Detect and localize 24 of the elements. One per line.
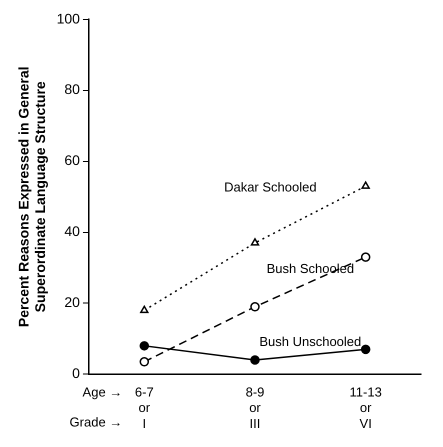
point <box>360 252 370 262</box>
y-tick-label: 20 <box>64 294 80 310</box>
series-label: Dakar Schooled <box>224 180 317 195</box>
y-tick-label: 100 <box>56 10 80 26</box>
text: Grade → <box>70 414 122 430</box>
x-tick-label: 11-13 or VI <box>350 384 382 431</box>
y-tick-label: 80 <box>64 81 80 98</box>
y-tick-label: 40 <box>64 223 80 240</box>
point <box>140 357 150 367</box>
series-label: Bush Schooled <box>266 261 354 276</box>
point <box>250 238 260 246</box>
point <box>361 181 370 189</box>
series-label: Bush Unschooled <box>259 334 362 349</box>
x-tick-label: 8-9 or III <box>246 384 264 431</box>
point <box>140 341 150 351</box>
text: Age → <box>82 384 122 400</box>
point <box>140 306 149 314</box>
y-tick-label: 0 <box>72 365 80 382</box>
y-axis-title: Percent Reasons Expressed in General Superordinate Language Structure <box>15 66 48 328</box>
point <box>250 302 260 312</box>
point <box>360 344 370 354</box>
x-tick-label: 6-7 or I <box>134 384 154 431</box>
point <box>250 355 260 365</box>
y-tick-label: 60 <box>64 152 80 168</box>
